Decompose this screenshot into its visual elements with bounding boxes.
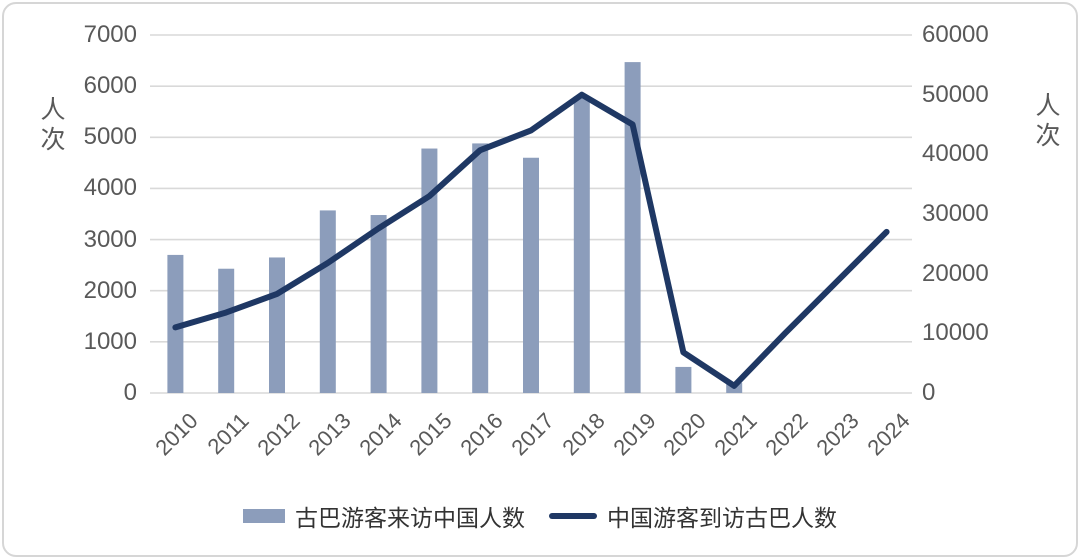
y-axis-right-tick: 10000	[922, 319, 989, 347]
bar-2014	[370, 215, 387, 393]
y-axis-right-tick: 60000	[922, 21, 989, 48]
y-axis-left-tick: 6000	[83, 72, 137, 100]
bar-2018	[573, 96, 590, 393]
bar-2011	[218, 268, 235, 393]
y-axis-left-tick: 3000	[83, 225, 137, 253]
y-axis-left-tick: 7000	[83, 21, 137, 48]
bar-2012	[269, 257, 285, 393]
bar-2016	[472, 143, 489, 393]
y-axis-left-tick: 4000	[83, 174, 137, 202]
legend-bar-swatch-icon	[243, 509, 285, 523]
y-axis-right-tick: 30000	[922, 200, 989, 227]
legend-line-swatch-icon	[549, 513, 597, 519]
y-axis-right-tick: 40000	[922, 140, 989, 168]
bar-2017	[523, 157, 539, 393]
legend-bar-label: 古巴游客来访中国人数	[295, 506, 525, 532]
bar-2013	[319, 210, 336, 393]
bar-2020	[675, 366, 692, 393]
line-series	[172, 91, 890, 389]
right-axis-title: 人次	[1032, 92, 1061, 152]
left-axis-title: 人次	[37, 96, 66, 156]
bar-2019	[624, 62, 641, 393]
y-axis-left-tick: 0	[123, 379, 137, 406]
y-axis-right-tick: 0	[922, 379, 936, 406]
legend-line-label: 中国游客到访古巴人数	[607, 506, 837, 532]
y-axis-left-tick: 1000	[83, 327, 137, 355]
y-axis-right-tick: 50000	[922, 80, 989, 108]
bar-2010	[167, 254, 184, 393]
y-axis-left-tick: 5000	[83, 123, 137, 151]
bar-2015	[421, 148, 438, 393]
y-axis-right-tick: 20000	[922, 259, 989, 287]
y-axis-left-tick: 2000	[83, 276, 137, 304]
legend: 古巴游客来访中国人数 中国游客到访古巴人数	[0, 496, 1080, 536]
